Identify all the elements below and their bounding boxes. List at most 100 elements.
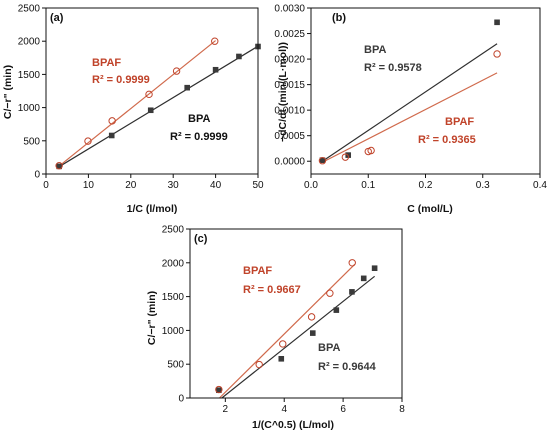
panel-c-bpaf-point bbox=[279, 340, 287, 348]
panel-b-bpa-point bbox=[494, 19, 500, 26]
panel-c-ticks: 2 4 6 8 0 500 1000 1500 2000 2500 bbox=[162, 225, 405, 416]
panel-b-x-tick-label: 0.0 bbox=[304, 180, 318, 191]
panel-c: (c) 2 4 6 8 0 500 1000 1500 2000 2500 BPAF R² = 0… bbox=[146, 225, 405, 432]
panel-a-bpaf-point bbox=[172, 67, 181, 75]
panel-b-x-tick-label: 0.2 bbox=[419, 180, 433, 191]
panel-b-x-tick-label: 0.3 bbox=[476, 180, 490, 191]
panel-a-x-tick-label: 30 bbox=[168, 180, 180, 191]
panel-b-bpa-fit-line bbox=[322, 43, 498, 162]
panel-a-bpaf-r2: R² = 0.9999 bbox=[92, 74, 150, 86]
panel-a-bpa-point bbox=[236, 53, 242, 60]
panel-b-frame bbox=[310, 7, 541, 175]
panel-b-y-title: −dC/dt (min/(L·mol)) bbox=[277, 42, 289, 142]
panel-b-bpaf-point bbox=[367, 146, 375, 155]
panel-c-bpa-point bbox=[349, 289, 355, 295]
panel-b-y-tick-label: 0.0005 bbox=[274, 131, 305, 142]
panel-b-fit-lines bbox=[322, 43, 498, 163]
panel-a-bpa-point bbox=[184, 84, 190, 91]
panel-b-x-tick-label: 0.1 bbox=[361, 180, 375, 191]
panel-c-bpa-r2: R² = 0.9644 bbox=[318, 361, 377, 373]
panel-b-bpaf-label: BPAF bbox=[445, 116, 474, 128]
panel-b-y-tick-label: 0.0020 bbox=[274, 55, 305, 66]
panel-c-y-tick-label: 500 bbox=[167, 360, 184, 371]
panel-b-y-tick-label: 0.0025 bbox=[274, 29, 305, 40]
panel-c-bpaf-label: BPAF bbox=[243, 265, 272, 277]
panel-c-x-tick-label: 4 bbox=[281, 404, 287, 415]
panel-b-bpaf-point bbox=[493, 50, 501, 58]
panel-a-x-tick-label: 10 bbox=[83, 180, 95, 191]
panel-a-y-tick-label: 2500 bbox=[18, 4, 41, 15]
panel-a-x-tick-label: 20 bbox=[125, 180, 137, 191]
panel-a-y-title: C/−r" (min) bbox=[2, 65, 14, 119]
panel-c-y-tick-label: 1500 bbox=[162, 292, 185, 303]
panel-b-bpa-point bbox=[319, 157, 326, 164]
panel-c-bpa-point bbox=[309, 330, 316, 336]
panel-c-bpaf-point bbox=[255, 360, 263, 369]
panel-c-tag: (c) bbox=[194, 233, 208, 245]
panel-c-bpa-fit-line bbox=[221, 275, 375, 399]
panel-a-y-tick-label: 0 bbox=[34, 170, 40, 181]
panel-b-y-tick-label: 0.0030 bbox=[274, 4, 305, 15]
panel-c-bpa-label: BPA bbox=[318, 342, 340, 354]
panel-b-tag: (b) bbox=[332, 12, 346, 24]
panel-a-x-tick-label: 50 bbox=[252, 180, 264, 191]
panel-c-fit-lines bbox=[219, 263, 375, 399]
panel-c-bpa-point bbox=[278, 355, 285, 362]
panel-b-bpa-r2: R² = 0.9578 bbox=[364, 62, 422, 74]
panel-b-y-tick-label: 0.0015 bbox=[274, 80, 305, 91]
panel-a-bpa-label: BPA bbox=[188, 113, 210, 125]
panel-c-x-tick-label: 6 bbox=[340, 404, 346, 415]
panel-c-bpaf-fit-line bbox=[219, 263, 356, 399]
panel-b: (b) 0.0 0.1 0.2 0.3 0.40.00000.00050.00100.0… bbox=[274, 4, 547, 216]
panel-c-x-tick-label: 8 bbox=[399, 404, 405, 415]
panel-a-y-tick-label: 500 bbox=[23, 136, 40, 147]
panel-a-bpa-r2: R² = 0.9999 bbox=[170, 131, 228, 143]
panel-c-bpaf-point bbox=[348, 259, 356, 267]
panel-b-x-tick-label: 0.4 bbox=[533, 180, 547, 191]
panel-c-bpa-point bbox=[360, 275, 367, 282]
panel-a-y-tick-label: 2000 bbox=[18, 37, 41, 48]
panel-c-y-tick-label: 2000 bbox=[162, 258, 185, 269]
panel-b-ticks: 0.0 0.1 0.2 0.3 0.4 0.0000 0.0005 0.0010 0.0015 0… bbox=[274, 4, 547, 192]
panel-c-bpaf-r2: R² = 0.9667 bbox=[243, 284, 301, 296]
panel-a-bpa-point bbox=[56, 163, 62, 170]
panel-a-bpaf-point bbox=[84, 137, 92, 145]
panel-a-fit-lines bbox=[58, 40, 259, 168]
panel-b-y-tick-label: 0.0000 bbox=[274, 157, 305, 168]
panel-b-markers bbox=[318, 19, 501, 165]
panel-c-y-title: C/−r" (min) bbox=[146, 291, 158, 345]
panel-c-y-tick-label: 1000 bbox=[162, 326, 185, 337]
panel-c-bpa-point bbox=[333, 307, 340, 313]
panel-a-markers bbox=[55, 37, 261, 170]
panel-c-markers bbox=[215, 259, 378, 394]
panel-c-x-title: 1/(C^0.5) (L/mol) bbox=[252, 419, 334, 431]
panel-a-bpaf-label: BPAF bbox=[92, 57, 121, 69]
panel-a-bpa-point bbox=[147, 107, 154, 114]
panel-b-y-tick-label: 0.0010 bbox=[274, 106, 305, 117]
panel-a-x-title: 1/C (l/mol) bbox=[127, 203, 178, 215]
panel-a-bpaf-point bbox=[108, 117, 116, 125]
panel-b-bpa-label: BPA bbox=[364, 44, 386, 56]
panel-a-bpa-point bbox=[212, 66, 219, 73]
panel-b-bpaf-r2: R² = 0.9365 bbox=[418, 134, 476, 146]
panel-a-bpaf-point bbox=[55, 162, 63, 170]
panel-c-y-tick-label: 0 bbox=[178, 394, 184, 405]
panel-a-bpaf-point bbox=[145, 90, 153, 99]
panel-c-bpa-point bbox=[371, 265, 378, 272]
panel-a-x-tick-label: 0 bbox=[43, 180, 49, 191]
panel-a-x-tick-label: 40 bbox=[210, 180, 222, 191]
panel-a-frame bbox=[45, 7, 259, 175]
panel-b-x-title: C (mol/L) bbox=[407, 203, 453, 215]
panel-c-bpaf-point bbox=[307, 313, 316, 321]
panel-b-bpaf-point bbox=[318, 157, 327, 165]
panel-a-y-tick-label: 1500 bbox=[18, 70, 41, 81]
panel-a-bpaf-fit-line bbox=[58, 40, 216, 167]
panel-a-tag: (a) bbox=[50, 12, 64, 24]
panel-a-bpaf-point bbox=[211, 37, 219, 45]
panel-a-bpa-fit-line bbox=[58, 45, 259, 168]
panel-b-bpaf-fit-line bbox=[322, 72, 498, 163]
panel-a-bpa-point bbox=[108, 132, 115, 139]
